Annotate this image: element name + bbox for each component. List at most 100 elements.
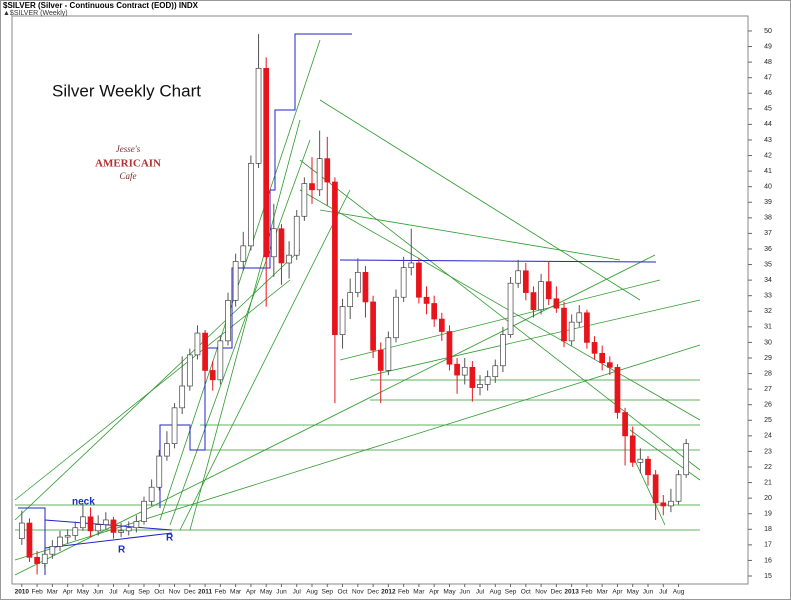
candle-body bbox=[110, 519, 117, 533]
y-tick-label: 43 bbox=[764, 137, 772, 144]
candle-body bbox=[293, 215, 300, 256]
x-tick-label: Jun bbox=[459, 589, 470, 596]
candle-body bbox=[545, 281, 552, 300]
y-tick-label: 50 bbox=[764, 28, 772, 35]
candle-body bbox=[286, 254, 292, 264]
candle-body bbox=[507, 282, 514, 335]
candle-body bbox=[72, 527, 79, 536]
x-tick-label: Jun bbox=[643, 589, 654, 596]
x-tick-label: Aug bbox=[489, 589, 501, 596]
y-tick-label: 17 bbox=[764, 542, 772, 549]
y-tick-label: 39 bbox=[764, 199, 772, 206]
candle-body bbox=[156, 455, 163, 488]
y-tick-label: 40 bbox=[764, 184, 772, 191]
x-tick-label: Aug bbox=[673, 589, 685, 596]
x-tick-label: Apr bbox=[429, 589, 440, 596]
candle-body bbox=[683, 443, 690, 476]
candle-body bbox=[370, 301, 376, 351]
candle-body bbox=[416, 262, 422, 298]
y-tick-label: 30 bbox=[764, 339, 772, 346]
candle-body bbox=[164, 443, 170, 457]
y-tick-label: 35 bbox=[764, 261, 772, 268]
x-tick-label: Jul bbox=[659, 589, 668, 596]
trendlines bbox=[14, 39, 701, 576]
x-tick-label: Nov bbox=[352, 589, 364, 596]
y-tick-label: 49 bbox=[764, 43, 772, 50]
y-tick-label: 41 bbox=[764, 168, 772, 175]
x-tick-label: Jun bbox=[93, 589, 104, 596]
candle-body bbox=[179, 385, 186, 409]
logo-line: AMERICAIN bbox=[95, 158, 161, 170]
candle-body bbox=[515, 270, 522, 284]
candle-body bbox=[248, 162, 254, 247]
y-tick-label: 25 bbox=[764, 417, 772, 424]
x-tick-label: Jul bbox=[476, 589, 485, 596]
candle-body bbox=[408, 262, 415, 269]
candle-body bbox=[660, 502, 667, 507]
candle-body bbox=[324, 158, 331, 183]
candle-body bbox=[141, 500, 147, 522]
candle-body bbox=[194, 332, 201, 356]
x-tick-label: Aug bbox=[306, 589, 318, 596]
candle-body bbox=[186, 354, 193, 387]
y-tick-label: 45 bbox=[764, 106, 772, 113]
x-tick-label: Dec bbox=[367, 589, 379, 596]
candle-body bbox=[87, 516, 94, 532]
candle-body bbox=[125, 527, 132, 532]
candle-body bbox=[202, 332, 208, 371]
candle-body bbox=[263, 67, 270, 258]
x-tick-label: May bbox=[443, 589, 456, 596]
candle-body bbox=[477, 384, 483, 388]
y-tick-label: 37 bbox=[764, 230, 772, 237]
y-tick-label: 34 bbox=[764, 277, 772, 284]
x-tick-label: Sep bbox=[321, 589, 333, 596]
x-tick-label: Mar bbox=[47, 589, 59, 596]
candle-body bbox=[339, 306, 346, 335]
candle-body bbox=[34, 556, 40, 564]
candle-body bbox=[301, 183, 308, 217]
candle-body bbox=[568, 321, 575, 342]
x-tick-label: Sep bbox=[505, 589, 517, 596]
x-tick-label: Apr bbox=[246, 589, 257, 596]
x-tick-label: May bbox=[260, 589, 273, 596]
y-tick-label: 23 bbox=[764, 448, 772, 455]
x-tick-label: Oct bbox=[154, 589, 164, 596]
x-tick-label: Nov bbox=[169, 589, 181, 596]
y-tick-label: 38 bbox=[764, 215, 772, 222]
legend-line: ▲$SILVER (Weekly) bbox=[3, 10, 68, 17]
x-tick-label: Jun bbox=[276, 589, 287, 596]
candle-body bbox=[240, 245, 247, 262]
candle-body bbox=[102, 519, 109, 525]
candle-body bbox=[270, 228, 277, 258]
y-tick-label: 16 bbox=[764, 557, 772, 564]
x-tick-label: Feb bbox=[581, 589, 593, 596]
candle-body bbox=[41, 553, 48, 564]
x-tick-label: Sep bbox=[138, 589, 150, 596]
x-tick-label: May bbox=[627, 589, 640, 596]
candle-body bbox=[332, 181, 338, 335]
x-tick-label: Jul bbox=[109, 589, 118, 596]
logo-line: Cafe bbox=[120, 171, 137, 181]
symbol-line: $SILVER (Silver - Continuous Contract (E… bbox=[3, 1, 199, 10]
candle-body bbox=[225, 300, 231, 342]
candle-body bbox=[209, 370, 216, 381]
x-tick-label: Dec bbox=[184, 589, 196, 596]
y-tick-label: 48 bbox=[764, 59, 772, 66]
candle-body bbox=[400, 267, 407, 298]
candle-body bbox=[599, 352, 606, 364]
candle-body bbox=[576, 312, 583, 323]
candle-body bbox=[538, 281, 544, 311]
y-tick-label: 26 bbox=[764, 402, 772, 409]
x-tick-label: Mar bbox=[413, 589, 425, 596]
annotation: neck bbox=[72, 497, 95, 508]
candle-body bbox=[431, 303, 438, 320]
y-tick-label: 21 bbox=[764, 479, 772, 486]
candle-body bbox=[438, 318, 445, 332]
candle-body bbox=[393, 296, 399, 339]
candle-body bbox=[637, 458, 644, 463]
y-tick-label: 15 bbox=[764, 573, 772, 580]
candle-body bbox=[530, 292, 537, 311]
candle-body bbox=[148, 486, 155, 502]
x-tick-label: Apr bbox=[612, 589, 623, 596]
candle-body bbox=[492, 365, 499, 378]
